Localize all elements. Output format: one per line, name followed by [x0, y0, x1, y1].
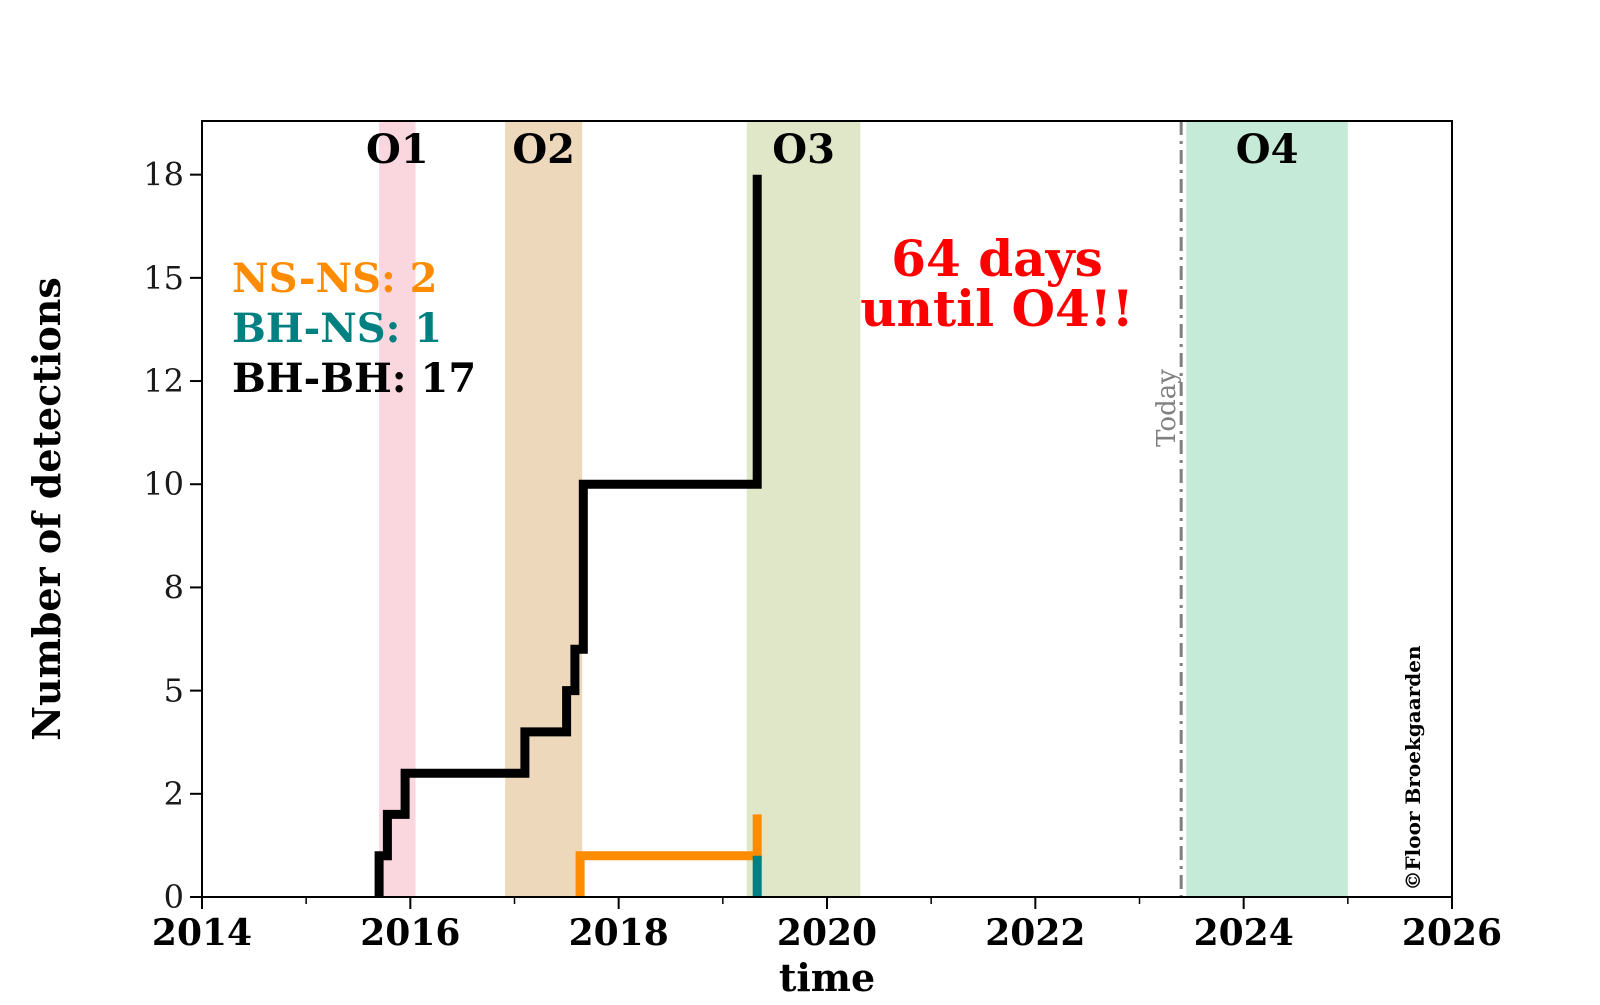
observing-run-label-o1: O1	[366, 126, 429, 173]
observing-run-band-o2	[505, 121, 583, 897]
observing-run-band-o4	[1186, 121, 1348, 897]
observing-run-label-o2: O2	[512, 126, 575, 173]
credit-text: ©Floor Broekgaarden	[1401, 645, 1425, 890]
x-tick-label: 2026	[1402, 912, 1502, 954]
legend: NS-NS: 2BH-NS: 1BH-BH: 17	[232, 255, 476, 402]
y-tick-label: 2	[164, 775, 184, 813]
x-axis-title: time	[779, 955, 875, 1000]
countdown-line-1: 64 days	[891, 229, 1103, 288]
x-tick-label: 2022	[985, 912, 1085, 954]
y-tick-label: 0	[164, 878, 184, 916]
axes: 2014 2016 2018 2020 2022 2024 2026 0 2 5 8 10 12 15 18…	[24, 156, 1502, 1000]
today-marker: Today	[1152, 121, 1183, 897]
x-tick-label: 2016	[360, 912, 460, 954]
legend-entry: NS-NS: 2	[232, 255, 438, 302]
y-axis-title: Number of detections	[24, 277, 69, 740]
observing-run-label-o4: O4	[1236, 126, 1299, 173]
x-tick-label: 2018	[569, 912, 669, 954]
y-tick-label: 10	[143, 465, 184, 503]
series-line-bh-bh	[374, 174, 762, 897]
countdown-line-2: until O4!!	[860, 279, 1133, 338]
y-tick-label: 12	[143, 362, 184, 400]
observing-run-band-o3	[746, 121, 861, 897]
x-tick-label: 2014	[152, 912, 252, 954]
observing-run-band-o1	[379, 121, 416, 897]
y-tick-label: 18	[143, 156, 184, 194]
legend-entry: BH-NS: 1	[232, 305, 442, 352]
y-tick-label: 8	[164, 568, 184, 606]
today-label: Today	[1152, 369, 1182, 447]
observing-run-label-o3: O3	[772, 126, 835, 173]
y-tick-label: 15	[143, 259, 184, 297]
y-tick-label: 5	[164, 672, 184, 710]
observing-run-bands: O1 O2 O3 O4	[366, 121, 1348, 897]
legend-entry: BH-BH: 17	[232, 355, 476, 402]
detection-series	[374, 174, 762, 897]
series-line-ns-ns	[575, 814, 762, 897]
x-tick-label: 2020	[777, 912, 877, 954]
x-tick-label: 2024	[1194, 912, 1294, 954]
